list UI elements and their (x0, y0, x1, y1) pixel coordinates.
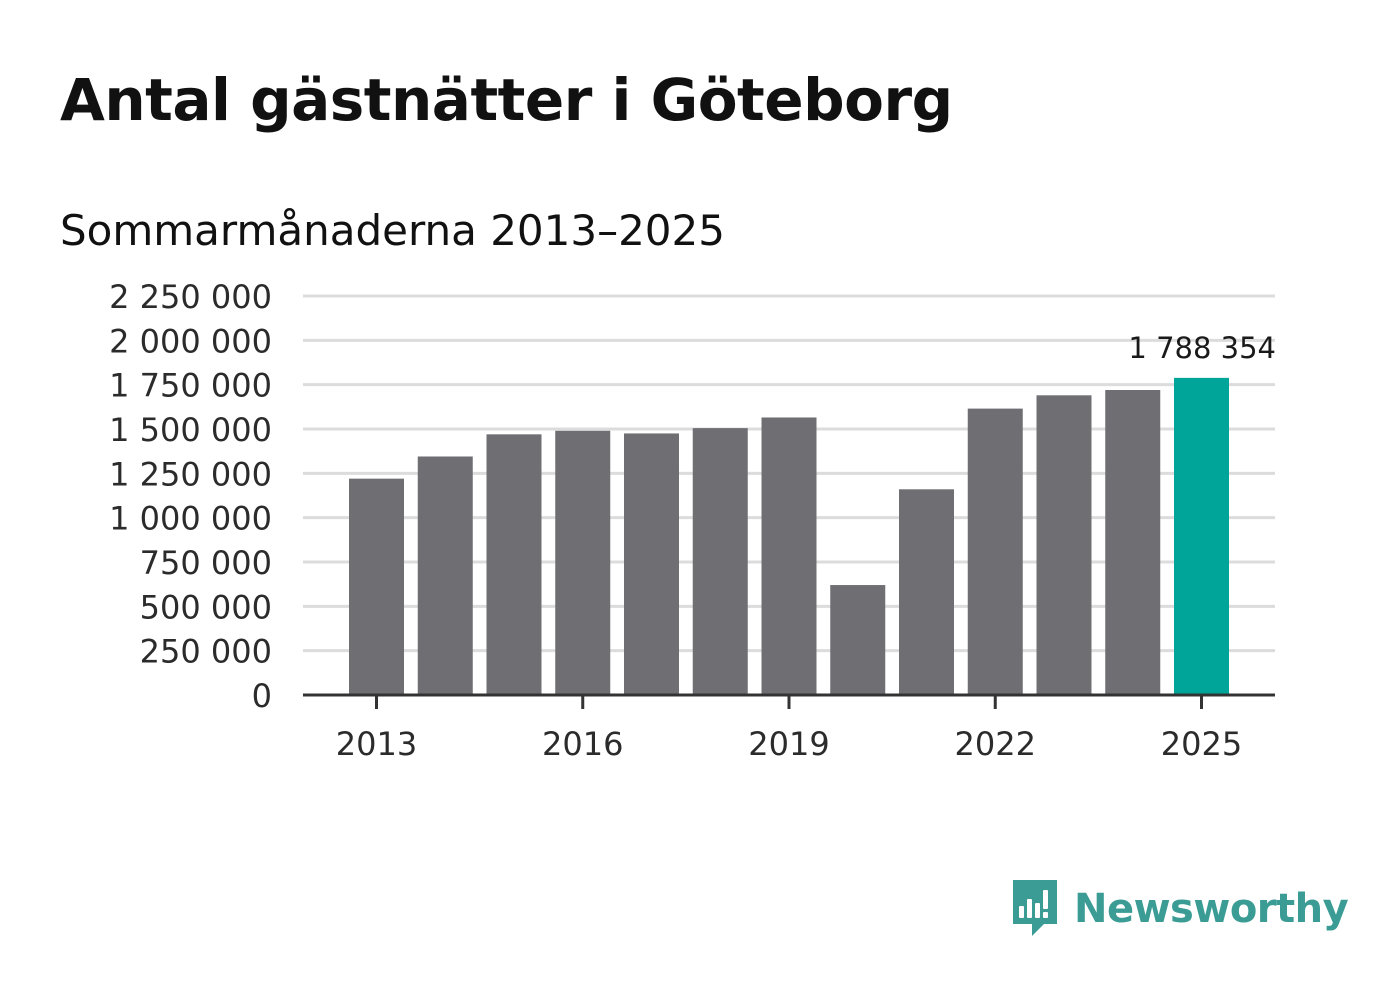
chart-subtitle: Sommarmånaderna 2013–2025 (60, 206, 725, 255)
bar-2024 (1105, 389, 1161, 695)
bar-2014 (417, 456, 473, 695)
data-labels: 1 788 354 (1128, 331, 1276, 365)
brand-name: Newsworthy (1074, 886, 1349, 932)
bar-2022 (967, 408, 1023, 695)
y-tick-label: 250 000 (140, 633, 272, 671)
bar-2017 (624, 433, 679, 695)
y-tick-label: 750 000 (140, 544, 272, 582)
bar-2020 (830, 585, 886, 695)
x-tick-label: 2019 (748, 725, 829, 763)
chart-title: Antal gästnätter i Göteborg (60, 66, 953, 134)
x-axis-ticks (375, 695, 1203, 709)
y-tick-label: 1 500 000 (109, 411, 272, 449)
x-tick-label: 2016 (542, 725, 623, 763)
bar-2019 (761, 417, 817, 695)
x-axis-labels: 2013 2016 2019 2022 2025 (336, 725, 1242, 763)
y-tick-label: 1 000 000 (109, 500, 272, 538)
x-tick-label: 2022 (955, 725, 1036, 763)
x-tick-label: 2025 (1161, 725, 1242, 763)
y-tick-label: 0 (252, 677, 272, 715)
y-tick-label: 500 000 (140, 588, 272, 626)
bars (349, 377, 1229, 695)
x-tick-label: 2013 (336, 725, 417, 763)
bar-2015 (486, 434, 542, 695)
data-label: 1 788 354 (1128, 331, 1276, 365)
brand-logo: Newsworthy (1010, 878, 1349, 940)
y-tick-label: 1 750 000 (109, 367, 272, 405)
bar-2021 (899, 489, 954, 695)
y-tick-label: 1 250 000 (109, 455, 272, 493)
bar-2018 (692, 428, 748, 695)
y-axis-labels: 0 250 000 500 000 750 000 1 000 000 1 250 000… (109, 278, 272, 715)
bar-2025 (1174, 377, 1229, 695)
y-tick-label: 2 250 000 (109, 278, 272, 316)
bar-2013 (349, 478, 404, 695)
y-tick-label: 2 000 000 (109, 322, 272, 360)
newsworthy-logo-icon (1013, 880, 1057, 936)
bar-2016 (555, 430, 611, 695)
bar-2023 (1036, 395, 1092, 695)
